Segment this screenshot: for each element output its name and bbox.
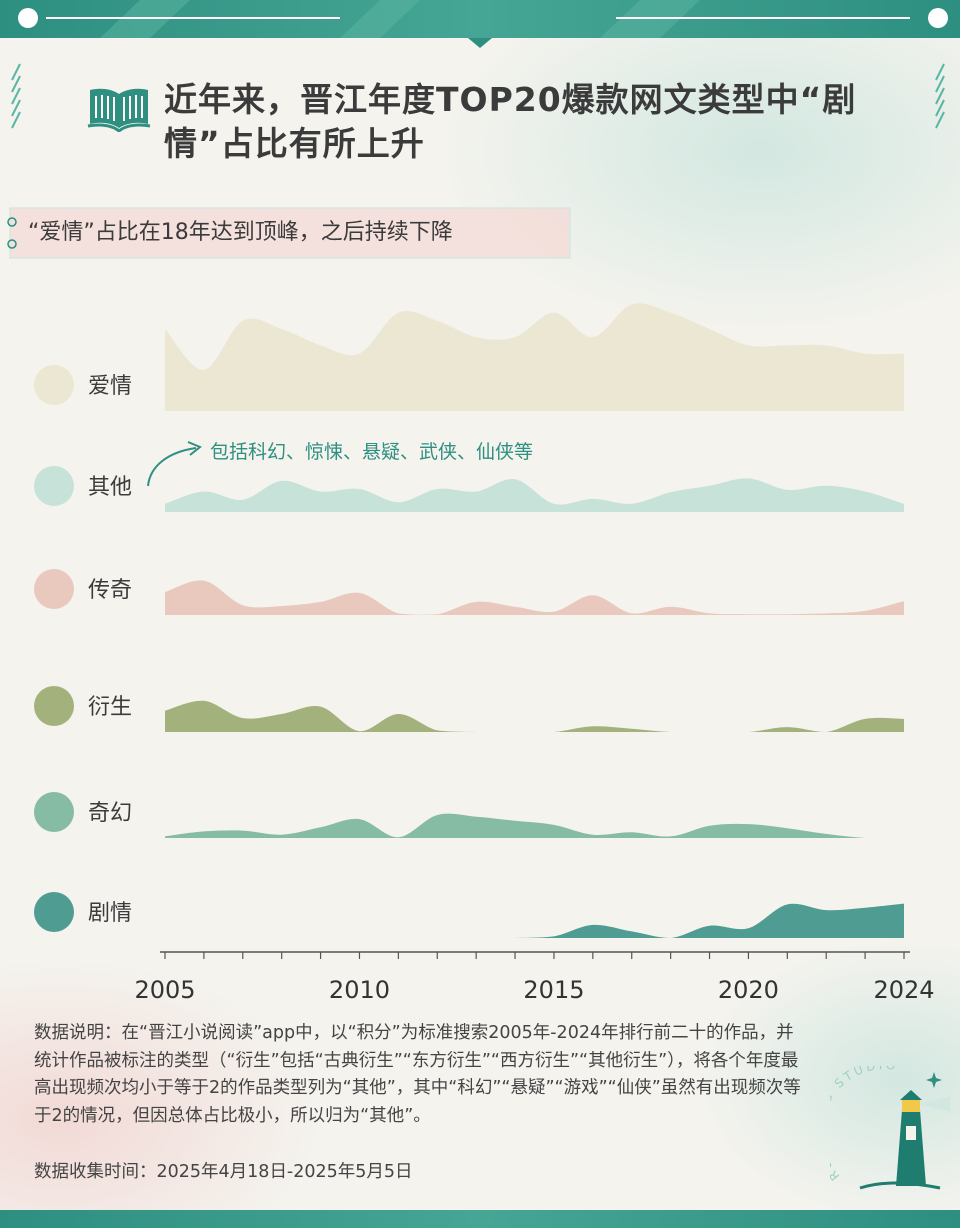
data-note: 数据说明：在“晋江小说阅读”app中，以“积分”为标准搜索2005年-2024年… [34, 1023, 801, 1126]
subtitle-banner: “爱情”占比在18年达到顶峰，之后持续下降 [28, 220, 453, 245]
studio-label: RUC NEWS STUDIO [830, 1066, 896, 1183]
series-area-4 [165, 700, 904, 732]
x-tick-label-2005: 2005 [134, 976, 195, 1004]
annotation-text: 包括科幻、惊悚、悬疑、武侠、仙侠等 [210, 441, 533, 463]
studio-logo: RUC NEWS STUDIO [830, 1066, 950, 1190]
series-area-5 [165, 813, 904, 838]
legend-label-3: 传奇 [88, 578, 132, 603]
legend-dot-3 [34, 569, 74, 609]
legend-dot-6 [34, 892, 74, 932]
lighthouse-icon [896, 1090, 950, 1186]
x-tick-label-2024: 2024 [873, 976, 934, 1004]
series-area-2 [165, 478, 904, 512]
legend-dot-1 [34, 365, 74, 405]
legend-label-5: 奇幻 [88, 801, 132, 826]
legend-dot-5 [34, 792, 74, 832]
x-tick-label-2015: 2015 [523, 976, 584, 1004]
series-area-3 [165, 580, 904, 615]
open-book-icon [87, 88, 151, 132]
legend-label-1: 爱情 [88, 374, 132, 399]
annotation-arrow [147, 447, 197, 487]
legend-dot-4 [34, 686, 74, 726]
collection-time: 数据收集时间：2025年4月18日-2025年5月5日 [34, 1162, 413, 1182]
legend-dot-2 [34, 466, 74, 506]
legend-label-6: 剧情 [88, 901, 132, 926]
x-tick-label-2010: 2010 [329, 976, 390, 1004]
series-area-1 [165, 303, 904, 411]
page-title: 近年来，晋江年度TOP20爆款网文类型中“剧情”占比有所上升 [164, 80, 857, 163]
legend-label-2: 其他 [88, 475, 132, 500]
x-tick-label-2020: 2020 [718, 976, 779, 1004]
svg-text:RUC NEWS STUDIO: RUC NEWS STUDIO [830, 1066, 899, 1183]
series-area-6 [165, 903, 904, 938]
legend-label-4: 衍生 [88, 695, 132, 720]
annotation-arrowhead [187, 441, 202, 456]
